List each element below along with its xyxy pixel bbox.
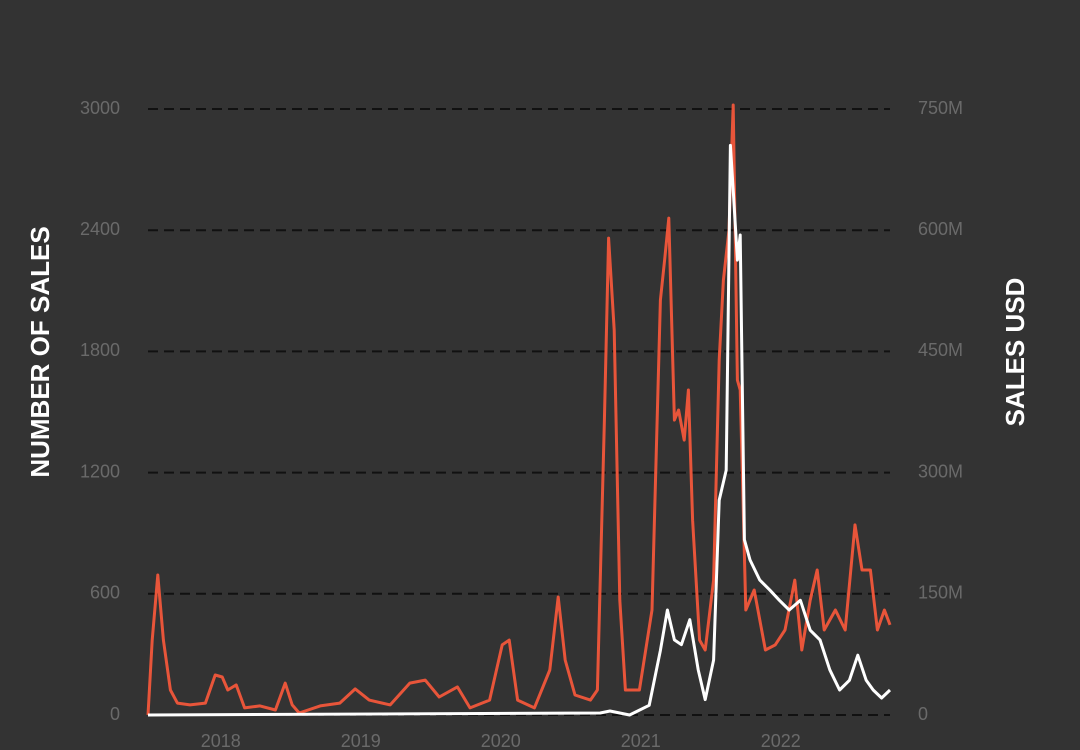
y2-tick-label: 600M xyxy=(918,219,963,239)
y2-tick-label: 150M xyxy=(918,583,963,603)
x-tick-label: 2018 xyxy=(201,731,241,750)
y2-tick-label: 750M xyxy=(918,98,963,118)
x-tick-label: 2022 xyxy=(761,731,801,750)
y-tick-label: 1200 xyxy=(80,461,120,481)
y-axis-title: NUMBER OF SALES xyxy=(25,226,55,477)
data-line xyxy=(146,103,892,716)
y2-tick-label: 300M xyxy=(918,461,963,481)
data-line xyxy=(147,143,892,717)
y2-axis-title: SALES USD xyxy=(1000,278,1030,427)
y-tick-label: 3000 xyxy=(80,98,120,118)
y-tick-label: 600 xyxy=(90,583,120,603)
y-tick-label: 1800 xyxy=(80,340,120,360)
y2-tick-label: 450M xyxy=(918,340,963,360)
x-tick-label: 2020 xyxy=(481,731,521,750)
y-tick-label: 2400 xyxy=(80,219,120,239)
y2-tick-label: 0 xyxy=(918,704,928,724)
x-tick-label: 2021 xyxy=(621,731,661,750)
y-tick-label: 0 xyxy=(110,704,120,724)
x-tick-label: 2019 xyxy=(341,731,381,750)
